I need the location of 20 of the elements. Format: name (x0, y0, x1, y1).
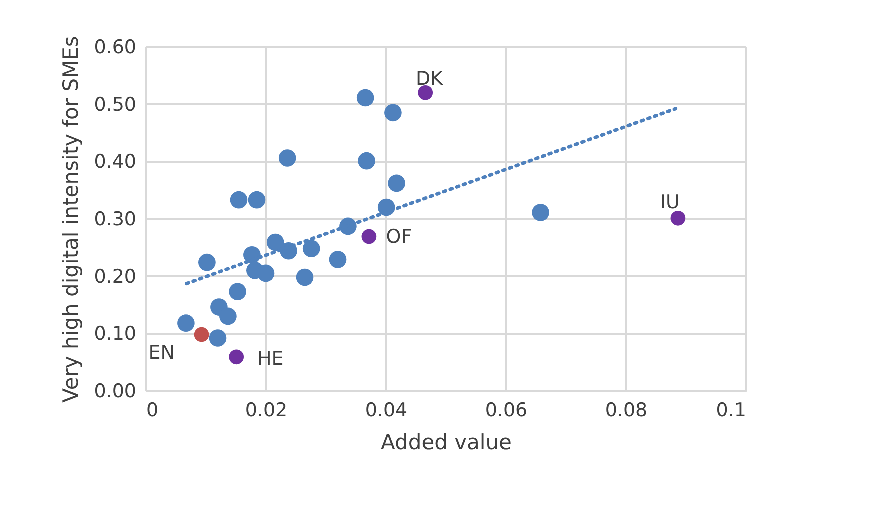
y-tick-label: 0.20 (94, 266, 136, 288)
x-tick-label: 0.1 (716, 400, 746, 422)
y-tick-label: 0.30 (94, 208, 136, 230)
x-tick-label: 0.04 (365, 400, 408, 422)
y-tick-label: 0.10 (94, 323, 136, 346)
annotation: HE (257, 348, 284, 370)
y-tick-label: 0.40 (94, 151, 136, 174)
y-tick-label: 0.60 (94, 36, 136, 58)
y-axis-title: Very high digital intensity for SMEs (59, 36, 84, 403)
annotation: IU (660, 191, 680, 214)
x-axis-title: Added value (381, 430, 512, 454)
x-tick-label: 0 (146, 400, 159, 422)
y-tick-label: 0.50 (94, 94, 136, 116)
annotation: DK (416, 68, 444, 90)
x-tick-label: 0.02 (245, 400, 288, 422)
annotation: OF (386, 226, 412, 248)
x-tick-label: 0.08 (605, 400, 648, 422)
y-tick-label: 0.00 (94, 380, 136, 402)
annotation: EN (148, 342, 175, 364)
x-tick-label: 0.06 (485, 400, 528, 422)
